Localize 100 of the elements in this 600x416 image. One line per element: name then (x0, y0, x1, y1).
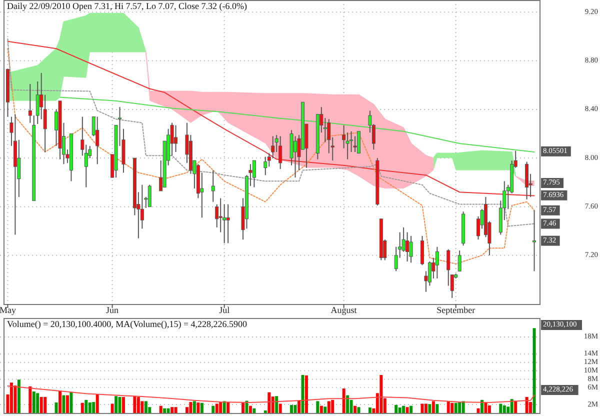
bar (215, 404, 218, 413)
bar (320, 406, 323, 413)
candlestick (525, 161, 529, 200)
line-series (7, 385, 535, 403)
bar (166, 408, 170, 413)
bar (114, 396, 118, 413)
chart-title: Daily 22/09/2010 Open 7.31, Hi 7.57, Lo 7.07, Close 7.32 (-6.0%) (7, 1, 247, 11)
bar (88, 402, 92, 413)
candlestick (174, 124, 178, 152)
bar (278, 404, 282, 413)
bar (294, 404, 297, 413)
bar (446, 401, 450, 413)
candlestick (211, 170, 215, 202)
bar (514, 401, 518, 413)
bar (268, 392, 271, 413)
bar (92, 402, 96, 413)
bar (140, 401, 144, 413)
bar (275, 396, 278, 413)
bar (84, 400, 88, 413)
bar (532, 328, 536, 413)
bar (159, 406, 162, 413)
bar (454, 402, 458, 413)
bar (406, 407, 409, 413)
bar (327, 401, 330, 413)
bar (380, 375, 383, 413)
bar (189, 402, 192, 413)
candlestick (532, 210, 536, 272)
candlestick (294, 136, 298, 178)
bar (510, 399, 514, 413)
bar (394, 404, 398, 413)
bar (248, 406, 252, 413)
bar (424, 404, 428, 413)
bar (331, 400, 334, 413)
x-tick-label: May (0, 305, 16, 315)
bar (163, 408, 166, 413)
chart-title: Volume() = 20,130,100.4000, MA(Volume(),15) = 4,228,226.5900 (7, 319, 248, 329)
candlestick (252, 160, 256, 188)
bar (458, 402, 462, 413)
candlestick (271, 136, 275, 159)
line-series (7, 40, 535, 196)
bar (80, 402, 84, 413)
bar (354, 406, 357, 413)
bar (17, 380, 20, 413)
bar (499, 404, 502, 413)
bar (290, 404, 294, 413)
candlestick (409, 235, 413, 264)
line-series (7, 38, 535, 227)
candlestick (96, 116, 100, 165)
bar (462, 401, 465, 413)
bar (66, 395, 69, 413)
bar (342, 388, 346, 413)
bar (192, 401, 196, 413)
bar (488, 405, 491, 413)
bar (368, 408, 372, 413)
bar (436, 404, 439, 413)
bar (525, 396, 528, 413)
bar (301, 375, 304, 413)
bar (14, 386, 17, 413)
candlestick (435, 246, 439, 279)
bar (398, 408, 402, 413)
candlestick (357, 130, 360, 154)
bar (298, 400, 300, 413)
bar (58, 390, 62, 413)
bar (36, 393, 40, 413)
bar (174, 407, 178, 413)
bar (480, 400, 484, 413)
bar (28, 386, 32, 413)
bar (410, 406, 413, 413)
bar (196, 402, 200, 413)
bar (122, 396, 125, 413)
bar (420, 404, 424, 413)
bar (110, 404, 114, 413)
bar (54, 402, 58, 413)
candlestick (420, 235, 424, 266)
bar (10, 382, 13, 413)
line-series (60, 96, 535, 152)
x-tick-label: September (436, 305, 476, 315)
bar (502, 405, 506, 413)
bar (304, 375, 308, 413)
bar (136, 396, 140, 413)
bar (118, 396, 122, 413)
x-tick-label: Jul (219, 305, 230, 315)
candlestick (406, 232, 410, 262)
bar (242, 402, 244, 413)
candlestick (226, 204, 230, 244)
bar (200, 402, 204, 413)
bar (144, 401, 148, 413)
bar (450, 402, 454, 413)
x-tick-label: Jun (106, 305, 120, 315)
bar (271, 396, 274, 413)
bar (428, 404, 432, 413)
bar (70, 392, 73, 413)
bar (316, 401, 320, 413)
candlestick (148, 184, 152, 208)
x-tick-label: August (330, 305, 358, 315)
candlestick (278, 136, 282, 170)
bar (402, 406, 406, 413)
bar (32, 391, 36, 413)
bar (219, 402, 222, 413)
line-series (7, 48, 535, 264)
